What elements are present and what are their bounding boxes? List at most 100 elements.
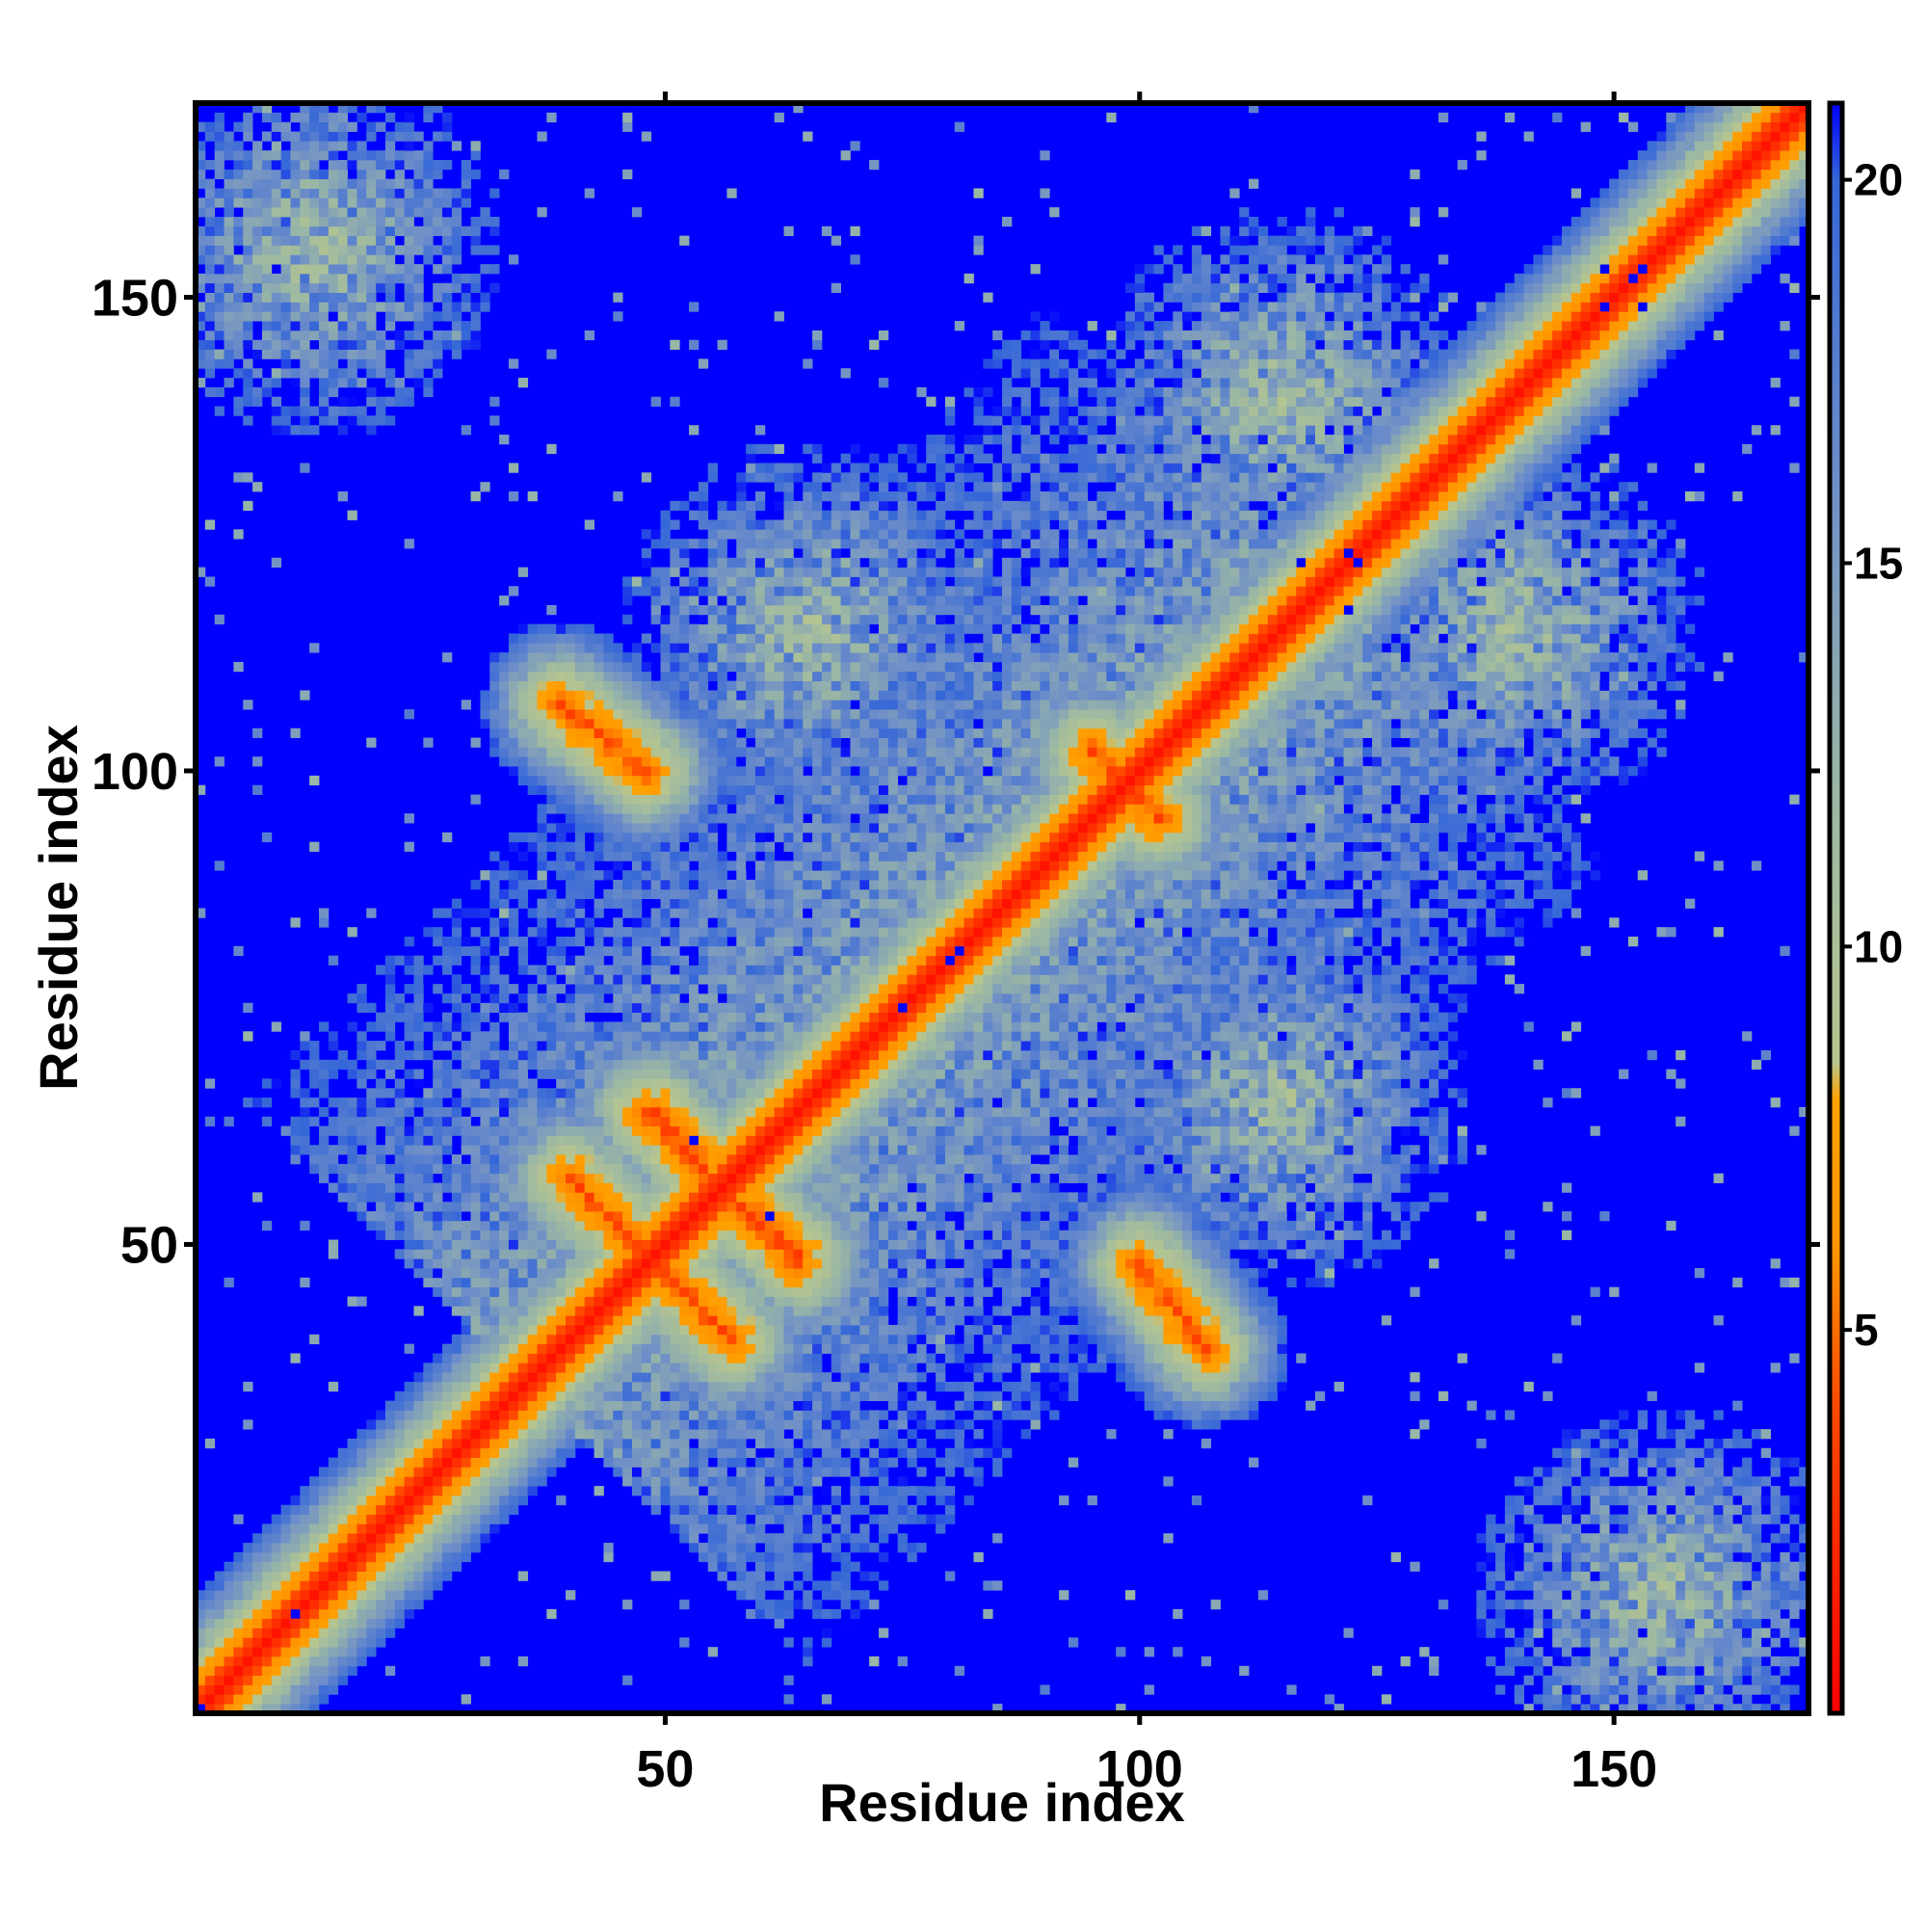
heatmap-cell — [594, 1070, 604, 1079]
heatmap-cell — [679, 927, 689, 937]
heatmap-cell — [528, 1221, 538, 1231]
heatmap-cell — [642, 833, 651, 842]
heatmap-cell — [726, 1335, 736, 1344]
heatmap-cell — [442, 1117, 452, 1126]
heatmap-cell — [699, 1060, 708, 1070]
heatmap-cell — [699, 1278, 708, 1287]
heatmap-cell — [575, 889, 585, 899]
heatmap-cell — [281, 1637, 291, 1647]
heatmap-cell — [376, 1041, 385, 1050]
heatmap-cell — [661, 1495, 671, 1505]
heatmap-cell — [413, 274, 423, 283]
heatmap-cell — [262, 1580, 272, 1590]
heatmap-cell — [642, 842, 651, 852]
heatmap-cell — [765, 1562, 775, 1572]
heatmap-cell — [385, 160, 395, 170]
heatmap-cell — [423, 1419, 433, 1429]
heatmap-cell — [566, 1258, 575, 1268]
heatmap-cell — [348, 1637, 357, 1647]
heatmap-cell — [262, 170, 272, 179]
heatmap-cell — [642, 1344, 651, 1354]
heatmap-cell — [528, 842, 538, 852]
heatmap-cell — [366, 1050, 376, 1060]
heatmap-cell — [546, 1098, 556, 1107]
heatmap-cell — [661, 880, 671, 889]
heatmap-cell — [632, 1021, 642, 1031]
heatmap-cell — [423, 1410, 433, 1419]
heatmap-cell — [594, 1486, 604, 1495]
heatmap-cell — [518, 1419, 528, 1429]
heatmap-cell — [290, 1628, 300, 1638]
heatmap-cell — [423, 1429, 433, 1439]
heatmap-cell — [537, 1088, 546, 1098]
heatmap-cell — [395, 1467, 405, 1476]
heatmap-cell — [338, 1666, 348, 1676]
heatmap-cell — [755, 1174, 765, 1183]
heatmap-cell — [746, 529, 755, 539]
heatmap-cell — [670, 340, 679, 350]
heatmap-cell — [642, 1192, 651, 1202]
heatmap-cell — [726, 605, 736, 615]
heatmap-cell — [272, 254, 281, 264]
heatmap-cell — [442, 1401, 452, 1411]
heatmap-cell — [281, 407, 291, 416]
heatmap-cell — [661, 785, 671, 795]
heatmap-cell — [755, 1306, 765, 1315]
heatmap-cell — [480, 245, 489, 254]
heatmap-cell — [452, 1154, 462, 1164]
heatmap-cell — [366, 302, 376, 311]
heatmap-cell — [642, 1183, 651, 1193]
heatmap-cell — [699, 1013, 708, 1022]
heatmap-cell — [480, 1372, 489, 1382]
heatmap-cell — [252, 1685, 262, 1695]
heatmap-cell — [718, 1335, 727, 1344]
heatmap-cell — [518, 993, 528, 1003]
heatmap-cell — [556, 662, 566, 672]
heatmap-cell — [518, 1458, 528, 1468]
heatmap-cell — [726, 1240, 736, 1250]
heatmap-cell — [319, 378, 329, 387]
heatmap-cell — [689, 1515, 699, 1524]
heatmap-cell — [746, 1278, 755, 1287]
heatmap-cell — [594, 1410, 604, 1419]
heatmap-cell — [509, 1448, 518, 1458]
heatmap-cell — [765, 1344, 775, 1354]
heatmap-cell — [726, 956, 736, 966]
heatmap-cell — [622, 1600, 632, 1609]
heatmap-cell — [205, 198, 215, 207]
heatmap-cell — [252, 1666, 262, 1676]
heatmap-cell — [746, 1344, 755, 1354]
heatmap-cell — [528, 1476, 538, 1486]
heatmap-cell — [746, 1249, 755, 1258]
heatmap-cell — [736, 1562, 746, 1572]
heatmap-cell — [489, 956, 499, 966]
heatmap-cell — [537, 937, 546, 946]
heatmap-cell — [642, 1297, 651, 1307]
heatmap-cell — [528, 633, 538, 643]
heatmap-cell — [726, 1060, 736, 1070]
heatmap-cell — [670, 1297, 679, 1307]
heatmap-cell — [718, 501, 727, 511]
heatmap-cell — [632, 719, 642, 728]
heatmap-cell — [395, 131, 405, 141]
heatmap-cell — [224, 254, 234, 264]
heatmap-cell — [376, 160, 385, 170]
heatmap-cell — [679, 719, 689, 728]
heatmap-cell — [405, 1258, 414, 1268]
heatmap-cell — [366, 1183, 376, 1193]
heatmap-cell — [594, 1344, 604, 1354]
heatmap-cell — [679, 1363, 689, 1372]
heatmap-cell — [385, 1145, 395, 1154]
heatmap-cell — [348, 1572, 357, 1581]
heatmap-cell — [546, 719, 556, 728]
heatmap-cell — [746, 1183, 755, 1193]
heatmap-cell — [405, 331, 414, 340]
heatmap-cell — [319, 917, 329, 927]
heatmap-cell — [290, 1070, 300, 1079]
heatmap-cell — [556, 1031, 566, 1041]
heatmap-cell — [661, 1258, 671, 1268]
heatmap-cell — [338, 226, 348, 236]
heatmap-cell — [594, 870, 604, 880]
heatmap-cell — [413, 1003, 423, 1013]
heatmap-cell — [471, 1353, 481, 1363]
